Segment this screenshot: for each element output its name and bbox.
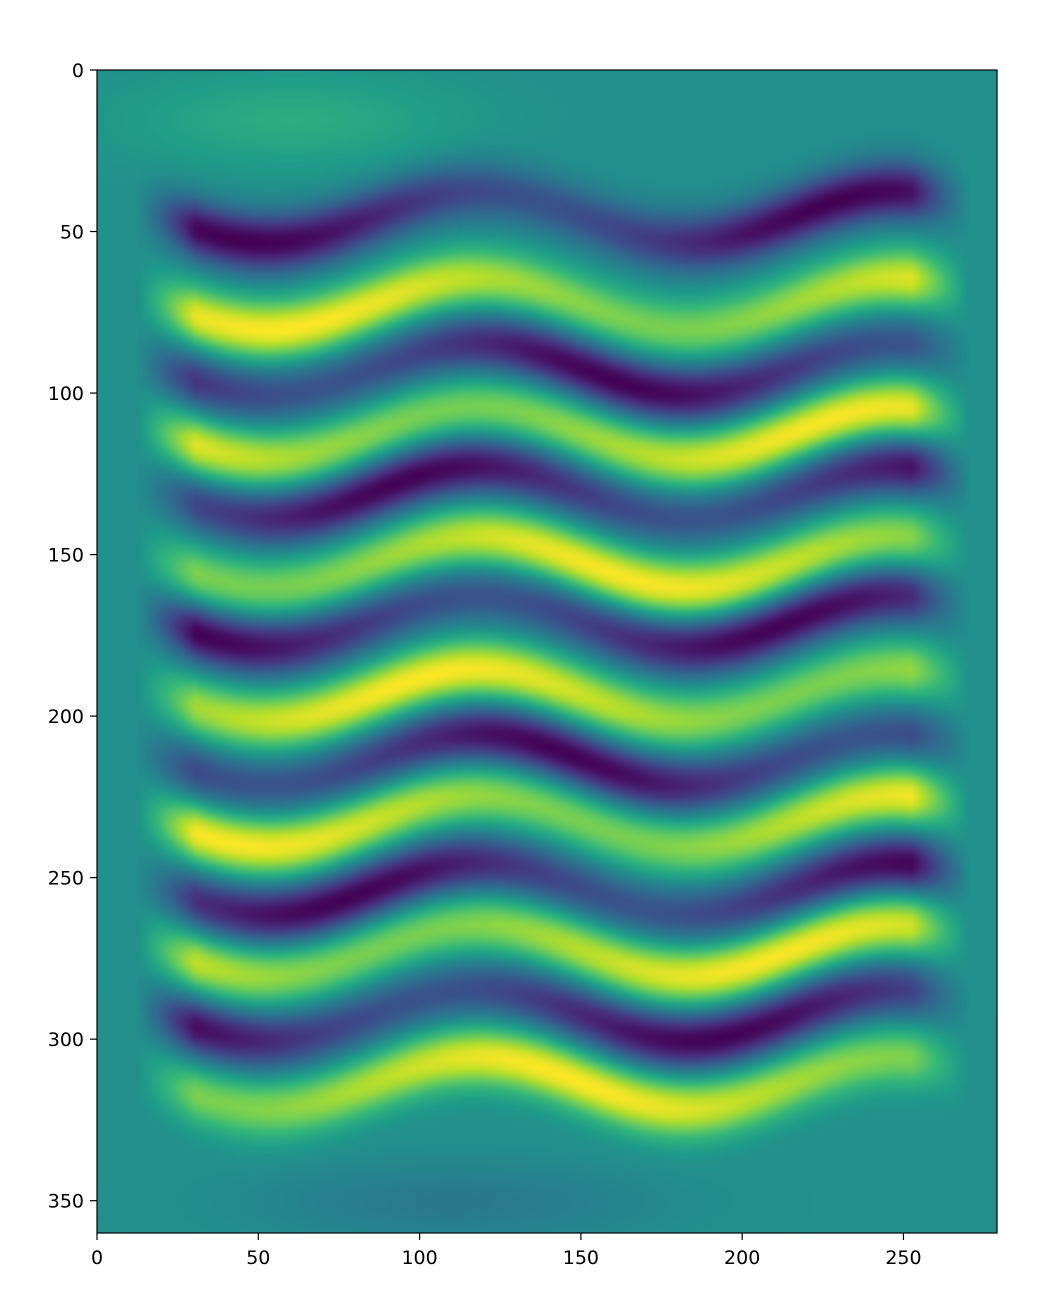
x-tick-label: 50	[246, 1247, 270, 1269]
x-tick-label: 250	[885, 1247, 921, 1269]
x-tick-label: 200	[724, 1247, 760, 1269]
y-tick-label: 200	[48, 706, 84, 728]
heatmap-image	[97, 70, 997, 1233]
y-tick-label: 50	[60, 222, 84, 244]
y-tick-label: 100	[48, 383, 84, 405]
plot-frame	[96, 69, 998, 1234]
x-tick-label: 150	[563, 1247, 599, 1269]
y-tick-label: 300	[48, 1029, 84, 1051]
y-tick-label: 250	[48, 868, 84, 890]
x-tick-label: 0	[91, 1247, 103, 1269]
y-tick-label: 150	[48, 545, 84, 567]
x-tick-label: 100	[401, 1247, 437, 1269]
y-tick-label: 0	[72, 60, 84, 82]
x-axis: 0 50 100 150 200 250	[91, 1233, 922, 1269]
y-tick-label: 350	[48, 1191, 84, 1213]
y-axis: 0 50 100 150 200 250 300 350	[48, 60, 97, 1213]
